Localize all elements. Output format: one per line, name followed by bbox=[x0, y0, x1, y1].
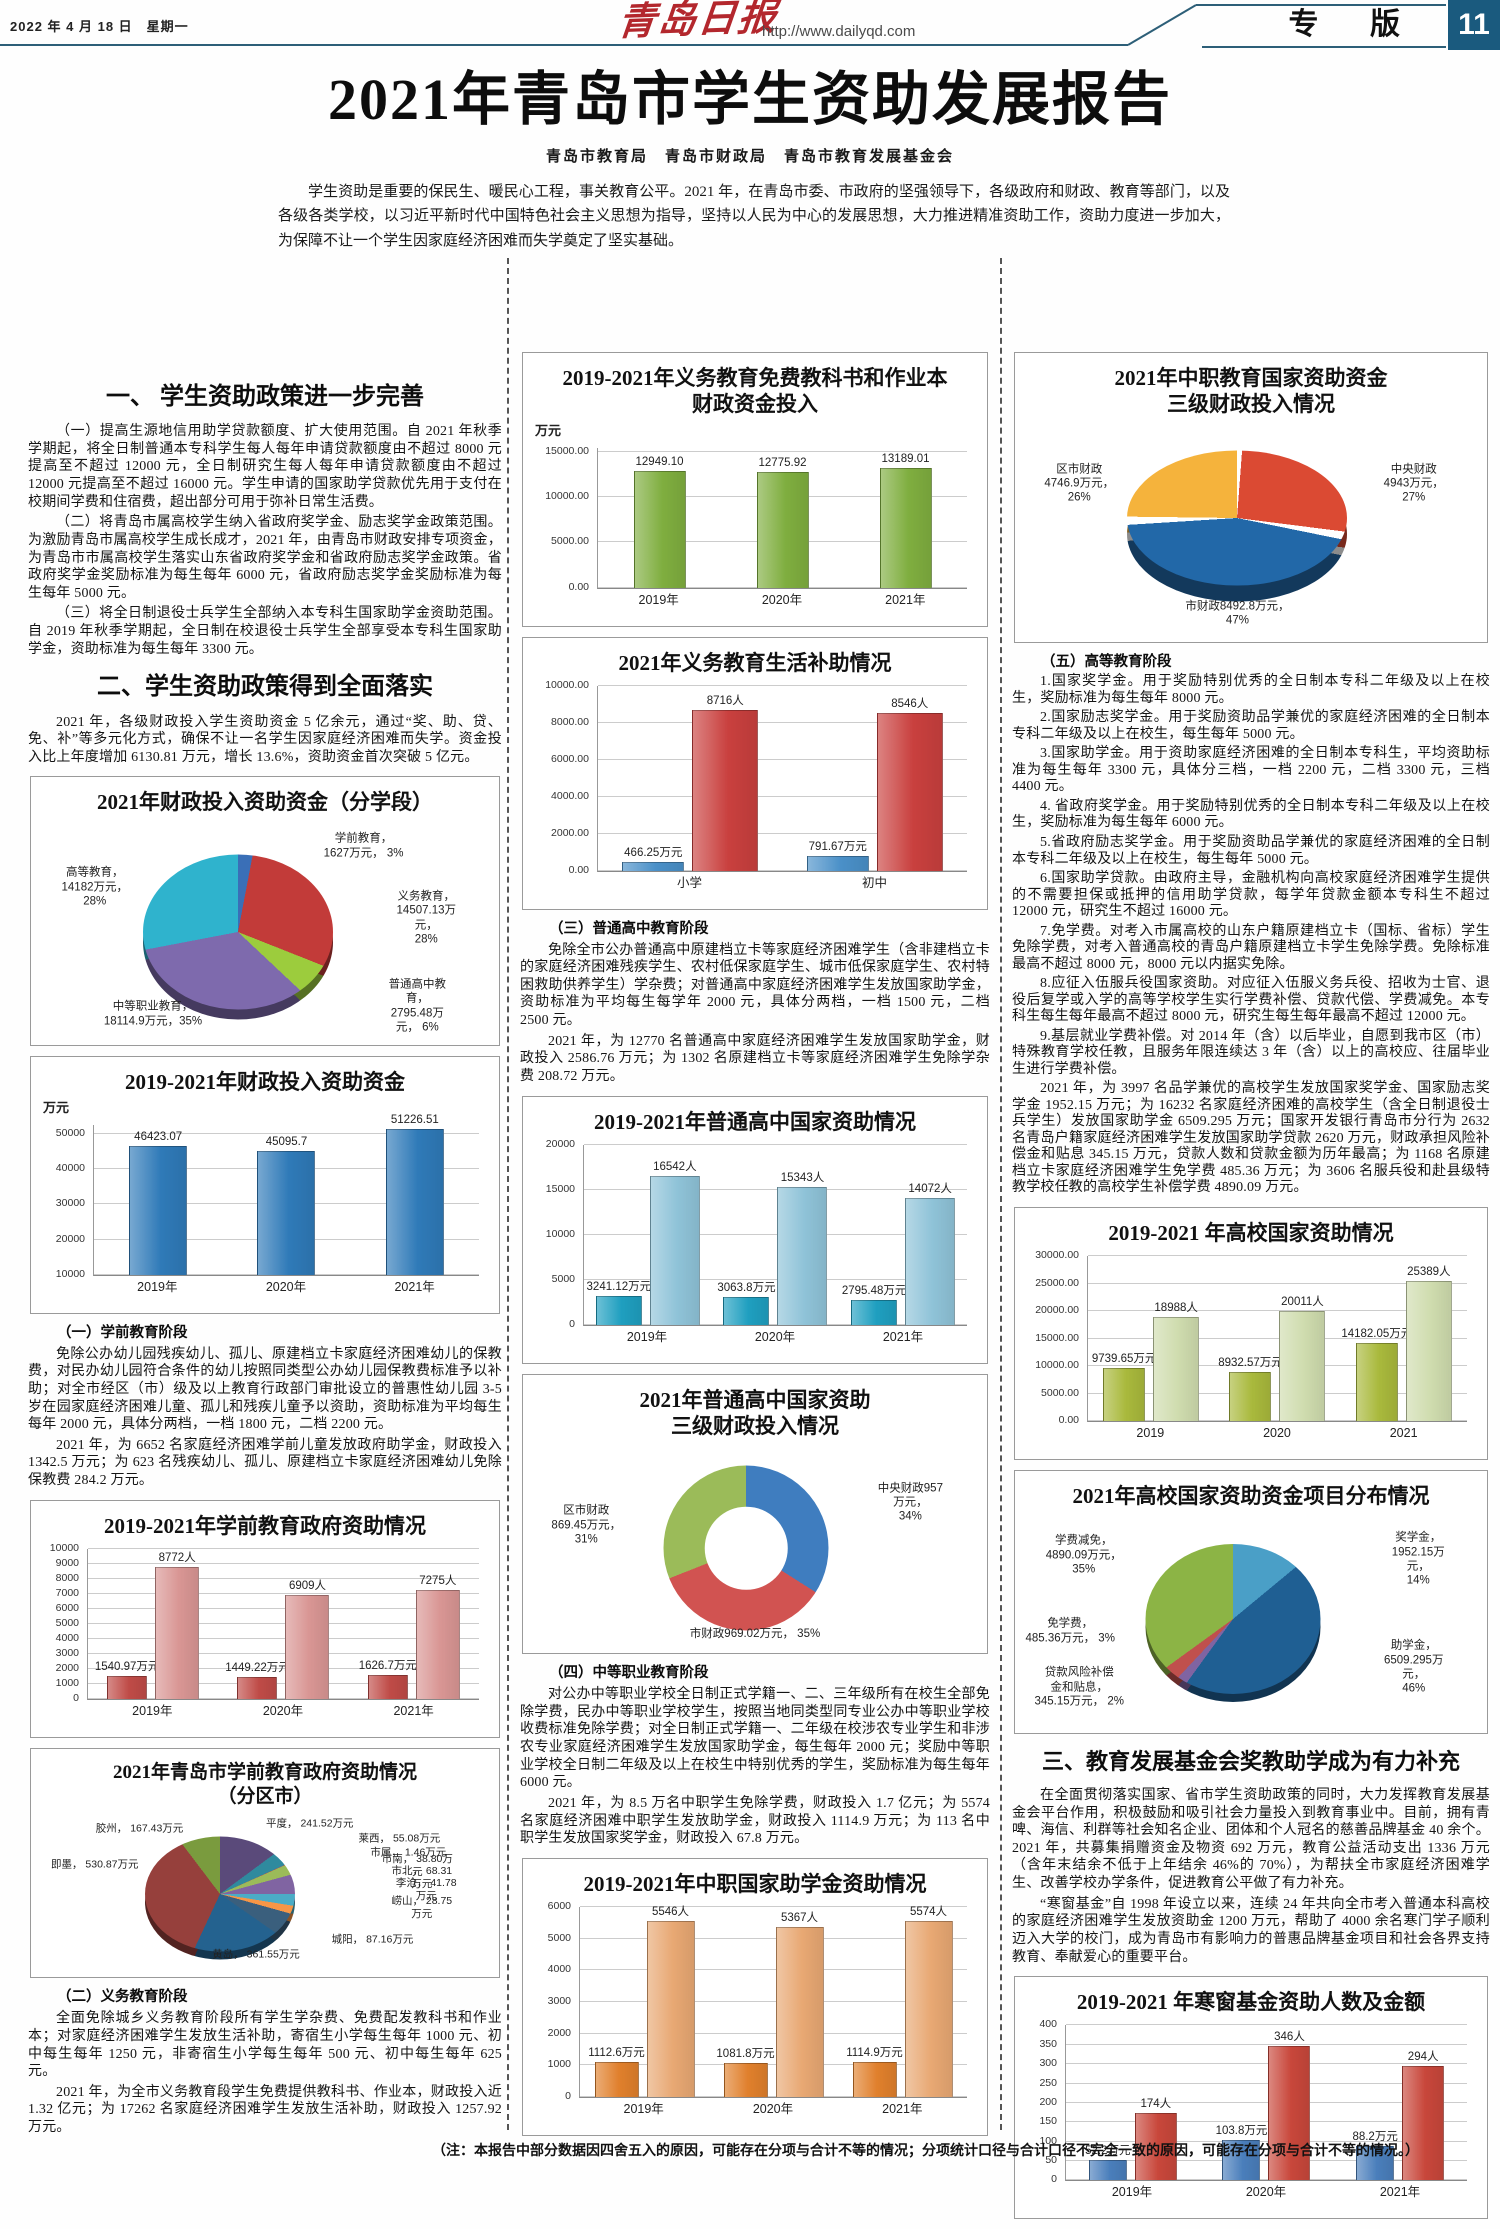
chart-plot-area: 万元 46423.07 45095.7 51226.51 10000 20000 30000… bbox=[41, 1101, 489, 1299]
body-paragraph: 全面免除城乡义务教育阶段所有学生学杂费、免费配发教科书和作业本；对家庭经济困难学… bbox=[28, 2011, 502, 2080]
chart-highschool-funding-donut: 2021年普通高中国家资助 三级财政投入情况 中央财政957万元， 34% 市财政… bbox=[522, 1373, 988, 1655]
chart-title: 2021年义务教育生活补助情况 bbox=[618, 650, 892, 675]
report-byline: 青岛市教育局 青岛市财政局 青岛市教育发展基金会 bbox=[545, 149, 954, 165]
body-paragraph: 在全面贯彻落实国家、省市学生资助政策的同时，大力发挥教育发展基金会平台作用，积极… bbox=[1012, 1787, 1490, 1892]
chart-plot-area: 奖学金， 1952.15万元， 14% 助学金， 6509.295万元， 46% 贷… bbox=[1025, 1531, 1445, 1708]
section2-title: 二、学生资助政策得到全面落实 bbox=[97, 674, 433, 701]
chart-vocational-funding-pie: 2021年中职教育国家资助资金 三级财政投入情况 中央财政 4943万元， 27… bbox=[1014, 352, 1488, 643]
body-paragraph: 1.国家奖学金。用于奖励特别优秀的全日制本专科二年级及以上在校生，奖励标准为每生… bbox=[1012, 674, 1490, 706]
chart-title: 2021年高校国家资助资金项目分布情况 bbox=[1072, 1484, 1430, 1509]
chart-hanchuang-fund-bar: 2019-2021 年寒窗基金资助人数及金额 52.2万元 174人 103.8万元… bbox=[1014, 1976, 1488, 2220]
chart-plot-area: 3241.12万元 16542人 3063.8万元 15343人 2795.48万元 14… bbox=[533, 1139, 977, 1349]
section1-title: 一、 学生资助政策进一步完善 bbox=[106, 384, 424, 410]
body-paragraph: 6.国家助学贷款。由政府主导，金融机构向高校家庭经济困难学生提供的不需要担保或抵… bbox=[1012, 871, 1490, 920]
page-number-badge: 11 bbox=[1448, 0, 1500, 50]
chart-preschool-3yr-bar: 2019-2021年学前教育政府资助情况 1540.97万元 8772人 1449.… bbox=[30, 1499, 500, 1738]
chart-title: 2021年中职教育国家资助资金 三级财政投入情况 bbox=[1114, 366, 1388, 417]
chart-plot-area: 466.25万元 8716人 791.67万元 8546人 0.00 2000.00 400… bbox=[533, 680, 977, 895]
column-divider-1 bbox=[507, 258, 509, 2130]
chart-title: 2019-2021年普通高中国家资助情况 bbox=[594, 1109, 916, 1134]
body-paragraph: 2021 年，各级财政投入学生资助资金 5 亿余元，通过“奖、助、贷、免、补”等… bbox=[28, 714, 502, 765]
chart-plot-area: 1112.6万元 5546人 1081.8万元 5367人 1114.9万元 5574人 0… bbox=[533, 1901, 977, 2121]
chart-title: 2021年青岛市学前教育政府资助情况 （分区市） bbox=[112, 1761, 417, 1807]
stage-heading: （三）普通高中教育阶段 bbox=[549, 920, 709, 937]
chart-university-3yr-bar: 2019-2021 年高校国家资助情况 9739.65万元 18988人 8932.… bbox=[1014, 1206, 1488, 1461]
publication-date: 2022 年 4 月 18 日 星期一 bbox=[10, 19, 189, 34]
body-paragraph: 2021 年，为 8.5 万名中职学生免除学费，财政投入 1.7 亿元；为 55… bbox=[520, 1795, 990, 1847]
newspaper-masthead-logo: 青岛日报 bbox=[615, 0, 781, 44]
body-paragraph: 3.国家助学金。用于资助家庭经济困难的全日制本专科生，平均资助标准为每生每年 3… bbox=[1012, 746, 1490, 795]
body-paragraph: 2021 年，为全市义务教育段学生免费提供教科书、作业本，财政投入近 1.32 … bbox=[28, 2084, 502, 2136]
body-paragraph: 2.国家励志奖学金。用于奖励资助品学兼优的家庭经济困难的全日制本专科二年级及以上… bbox=[1012, 710, 1490, 742]
chart-title: 2019-2021年义务教育免费教科书和作业本 财政资金投入 bbox=[562, 366, 948, 417]
column-middle: 2019-2021年义务教育免费教科书和作业本 财政资金投入 万元 12949.1… bbox=[520, 262, 990, 2146]
chart-fund-by-stage-pie: 2021年财政投入资助资金（分学段） 学前教育， 1627万元， 3% 义务教育，… bbox=[30, 776, 500, 1046]
body-paragraph: 2021 年，为 6652 名家庭经济困难学前儿童发放政府助学金，财政投入 13… bbox=[28, 1437, 502, 1489]
chart-textbook-bar: 2019-2021年义务教育免费教科书和作业本 财政资金投入 万元 12949.1… bbox=[522, 352, 988, 627]
chart-title: 2019-2021年学前教育政府资助情况 bbox=[104, 1513, 426, 1538]
column-divider-2 bbox=[1000, 258, 1002, 2130]
edition-label: 专 版 bbox=[1288, 8, 1422, 41]
body-paragraph: 免除全市公办普通高中原建档立卡等家庭经济困难学生（含非建档立卡的家庭经济困难残疾… bbox=[520, 942, 990, 1029]
chart-title: 2019-2021 年寒窗基金资助人数及金额 bbox=[1076, 1990, 1426, 2015]
report-intro-paragraph: 学生资助是重要的保民生、暖民心工程，事关教育公平。2021 年，在青岛市委、市政… bbox=[278, 184, 1230, 249]
chart-plot-area: 1540.97万元 8772人 1449.22万元 6909人 1626.7万元 7275… bbox=[41, 1543, 489, 1723]
chart-fund-3yr-bar: 2019-2021年财政投入资助资金 万元 46423.07 45095.7 5122… bbox=[30, 1055, 500, 1314]
body-paragraph: 8.应征入伍服兵役国家资助。对应征入伍服义务兵役、招收为士官、退役后复学或入学的… bbox=[1012, 976, 1490, 1025]
chart-plot-area: 中央财政957万元， 34% 市财政969.02万元， 35% 区市财政 869.4… bbox=[533, 1449, 977, 1639]
stage-heading: （二）义务教育阶段 bbox=[57, 1989, 188, 2006]
chart-plot-area: 52.2万元 174人 103.8万元 346人 88.2万元 294人 0 50 100 150… bbox=[1025, 2019, 1477, 2204]
chart-title: 2021年普通高中国家资助 三级财政投入情况 bbox=[639, 1387, 871, 1439]
body-paragraph: （三）将全日制退役士兵学生全部纳入本专科生国家助学金资助范围。自 2019 年秋… bbox=[28, 606, 502, 657]
body-paragraph: （一）提高生源地信用助学贷款额度、扩大使用范围。自 2021 年秋季学期起，将全… bbox=[28, 424, 502, 510]
stage-heading: （一）学前教育阶段 bbox=[57, 1324, 188, 1341]
body-paragraph: 免除公办幼儿园残疾幼儿、孤儿、原建档立卡家庭经济困难幼儿的保教费，对民办幼儿园符… bbox=[28, 1346, 502, 1433]
stage-heading: （四）中等职业教育阶段 bbox=[549, 1665, 709, 1682]
section3-title: 三、教育发展基金会奖教助学成为有力补充 bbox=[1041, 1749, 1460, 1775]
stage-heading: （五）高等教育阶段 bbox=[1041, 653, 1172, 670]
body-paragraph: 9.基层就业学费补偿。对 2014 年（含）以后毕业，自愿到我市区（市）特殊教育… bbox=[1012, 1028, 1490, 1077]
chart-plot-area: 9739.65万元 18988人 8932.57万元 20011人 14182.05万元… bbox=[1025, 1250, 1477, 1445]
chart-title: 2021年财政投入资助资金（分学段） bbox=[97, 790, 433, 815]
chart-title: 2019-2021年中职国家助学金资助情况 bbox=[583, 1871, 927, 1896]
report-title: 2021年青岛市学生资助发展报告 bbox=[327, 67, 1172, 132]
chart-university-distribution-pie: 2021年高校国家资助资金项目分布情况 奖学金， 1952.15万元， 14% 助… bbox=[1014, 1470, 1488, 1735]
column-right: 2021年中职教育国家资助资金 三级财政投入情况 中央财政 4943万元， 27… bbox=[1012, 262, 1490, 2229]
header-rule-lines bbox=[0, 4, 1446, 48]
body-paragraph: 2021 年，为 12770 名普通高中家庭经济困难学生发放国家助学金，财政投入… bbox=[520, 1033, 990, 1084]
body-paragraph: 2021 年，为 3997 名品学兼优的高校学生发放国家奖学金、国家励志奖学金 … bbox=[1012, 1081, 1490, 1196]
chart-title: 2019-2021年财政投入资助资金 bbox=[125, 1069, 405, 1094]
chart-vocational-grant-bar: 2019-2021年中职国家助学金资助情况 1112.6万元 5546人 1081.… bbox=[522, 1857, 988, 2137]
chart-plot-area: 万元 12949.10 12775.92 13189.01 0.00 5000.00 100… bbox=[533, 424, 977, 612]
column-left: 一、 学生资助政策进一步完善 （一）提高生源地信用助学贷款额度、扩大使用范围。自… bbox=[28, 262, 502, 2140]
body-paragraph: 5.省政府励志奖学金。用于奖励资助品学兼优的家庭经济困难的全日制本专科二年级及以… bbox=[1012, 834, 1490, 867]
chart-title: 2019-2021 年高校国家资助情况 bbox=[1108, 1220, 1394, 1245]
body-paragraph: （二）将青岛市属高校学生纳入省政府奖学金、励志奖学金政策范围。为激励青岛市属高校… bbox=[28, 515, 502, 601]
body-paragraph: 4. 省政府奖学金。用于奖励特别优秀的全日制本专科二年级及以上在校生，奖励标准为… bbox=[1012, 798, 1490, 831]
body-paragraph: 7.免学费。对考入市属高校的山东户籍原建档立卡（国标、省标）学生免除学费，对考入… bbox=[1012, 923, 1490, 972]
body-paragraph: 对公办中等职业学校全日制正式学籍一、二、三年级所有在校生全部免除学费，民办中等职… bbox=[520, 1687, 990, 1791]
chart-living-subsidy-bar: 2021年义务教育生活补助情况 466.25万元 8716人 791.67万元 854… bbox=[522, 636, 988, 910]
body-paragraph: “寒窗基金”自 1998 年设立以来，连续 24 年共向全市考入普通本科高校的家… bbox=[1012, 1896, 1490, 1965]
chart-plot-area: 学前教育， 1627万元， 3% 义务教育， 14507.13万元， 28% 普通高… bbox=[61, 832, 456, 1034]
newspaper-url: http://www.dailyqd.com bbox=[762, 23, 916, 40]
chart-highschool-3yr-bar: 2019-2021年普通高中国家资助情况 3241.12万元 16542人 3063… bbox=[522, 1095, 988, 1364]
chart-preschool-district-pie: 2021年青岛市学前教育政府资助情况 （分区市） 平度， 241.52万元 莱西，… bbox=[30, 1747, 500, 1979]
chart-plot-area: 中央财政 4943万元， 27% 市财政8492.8万元， 47% 区市财政 474… bbox=[1025, 428, 1477, 628]
data-rounding-footnote: （注：本报告中部分数据因四舍五入的原因，可能存在分项与合计不等的情况；分项统计口… bbox=[432, 2144, 1419, 2159]
chart-plot-area: 平度， 241.52万元 莱西， 55.08万元 市属， 1.46万元 市南， 38.… bbox=[50, 1817, 457, 1961]
page-header: 2022 年 4 月 18 日 星期一 青岛日报 http://www.dail… bbox=[0, 0, 1500, 56]
